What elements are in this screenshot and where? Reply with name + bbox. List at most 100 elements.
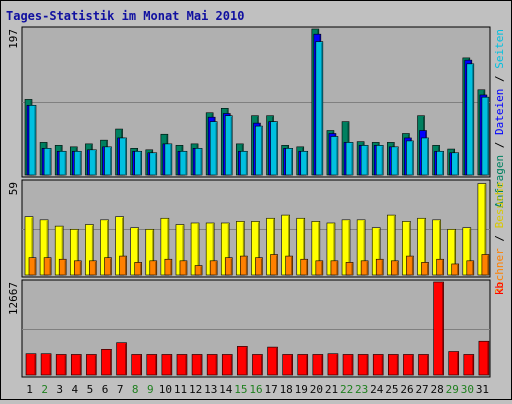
bar-kb [252, 354, 263, 376]
bar-rechner [224, 257, 233, 276]
y-max-label-kb: 12667 [7, 282, 20, 315]
x-tick-day: 20 [310, 383, 323, 396]
x-tick-day: 27 [415, 383, 428, 396]
y-max-label-requests: 197 [7, 29, 20, 49]
legend-kb: kb [493, 282, 506, 295]
x-tick-day: 13 [204, 383, 217, 396]
bar-seiten [224, 115, 233, 176]
x-tick-day: 28 [431, 383, 444, 396]
bar-rechner [43, 257, 52, 276]
chart-title: Tages-Statistik im Monat Mai 2010 [6, 9, 244, 23]
bar-rechner [240, 255, 248, 276]
bar-rechner [360, 260, 369, 276]
bar-kb [70, 354, 82, 376]
bar-rechner [481, 254, 490, 276]
x-tick-day: 14 [219, 383, 233, 396]
x-tick-day: 18 [280, 383, 293, 396]
bar-seiten [89, 149, 97, 176]
bar-kb [206, 354, 218, 376]
bar-seiten [345, 142, 354, 176]
bar-rechner [436, 258, 444, 276]
bar-kb [342, 354, 354, 376]
x-tick-day: 10 [159, 383, 172, 396]
bar-seiten [255, 125, 263, 176]
bar-seiten [481, 96, 490, 176]
legend-seiten: Seiten [493, 29, 506, 69]
x-tick-day: 11 [174, 383, 187, 396]
bar-seiten [134, 150, 142, 176]
bar-seiten [466, 63, 475, 176]
bar-kb [55, 354, 67, 376]
x-tick-day: 2 [41, 383, 48, 396]
bar-rechner [451, 263, 460, 276]
x-tick-day: 7 [117, 383, 124, 396]
bar-kb [327, 353, 339, 376]
bar-rechner [300, 258, 309, 276]
x-tick-day: 19 [295, 383, 308, 396]
x-tick-day: 29 [446, 383, 459, 396]
x-tick-day: 17 [264, 383, 277, 396]
legend-separator: / [493, 235, 506, 242]
bar-kb [116, 342, 127, 376]
x-tick-day: 15 [234, 383, 247, 396]
bar-kb [388, 354, 399, 376]
bar-seiten [179, 150, 188, 176]
bar-kb [433, 281, 444, 376]
bar-rechner [345, 262, 354, 276]
legend-visits: Rechner / Besuche [493, 182, 506, 295]
x-tick-day: 4 [72, 383, 79, 396]
bar-seiten [240, 150, 248, 176]
bar-seiten [360, 145, 369, 176]
bar-rechner [421, 262, 429, 276]
panel-visits [21, 179, 491, 278]
legend-separator: / [493, 75, 506, 82]
bar-kb [161, 354, 173, 376]
x-tick-day: 30 [461, 383, 474, 396]
bar-rechner [255, 257, 263, 276]
bar-rechner [330, 260, 339, 276]
bar-kb [418, 354, 429, 376]
bar-seiten [194, 148, 203, 176]
legend-kb-label: kb [493, 282, 506, 295]
legend-rechner: Rechner [493, 248, 506, 295]
bar-kb [267, 346, 278, 376]
x-tick-day: 23 [355, 383, 368, 396]
bar-seiten [451, 152, 460, 176]
bar-seiten [119, 137, 127, 176]
bar-kb [297, 354, 309, 376]
bar-seiten [375, 145, 384, 176]
bar-kb [146, 354, 158, 376]
bar-seiten [300, 150, 309, 176]
bar-seiten [421, 137, 429, 176]
bar-kb [448, 351, 460, 376]
bar-seiten [164, 143, 173, 176]
bar-rechner [89, 260, 97, 276]
bar-kb [131, 354, 142, 376]
x-axis-day-labels: 1 2 3 4 5 6 7 8 9 10 11 12 13 14 15 16 17 18 19 20 21 22 23 24 2… [26, 383, 489, 396]
bar-kb [478, 340, 490, 376]
legend-separator: / [493, 142, 506, 149]
panel-requests [21, 26, 491, 178]
bar-seiten [330, 136, 339, 176]
bar-kb [40, 353, 52, 376]
bar-rechner [406, 255, 414, 276]
bar-rechner [58, 258, 67, 276]
bar-rechner [164, 258, 173, 276]
x-tick-day: 22 [340, 383, 353, 396]
x-tick-day: 5 [87, 383, 94, 396]
bar-kb [357, 354, 369, 376]
bar-kb [25, 353, 37, 376]
bar-kb [463, 354, 475, 376]
bar-kb [312, 354, 324, 376]
bar-rechner [391, 260, 399, 276]
bar-rechner [134, 262, 142, 276]
bar-kb [221, 354, 233, 376]
bar-seiten [391, 146, 399, 176]
bar-rechner [73, 260, 82, 276]
bar-rechner [285, 255, 293, 276]
bar-rechner [315, 260, 324, 276]
legend-anfragen: Anfragen [493, 155, 506, 208]
bar-seiten [73, 150, 82, 176]
